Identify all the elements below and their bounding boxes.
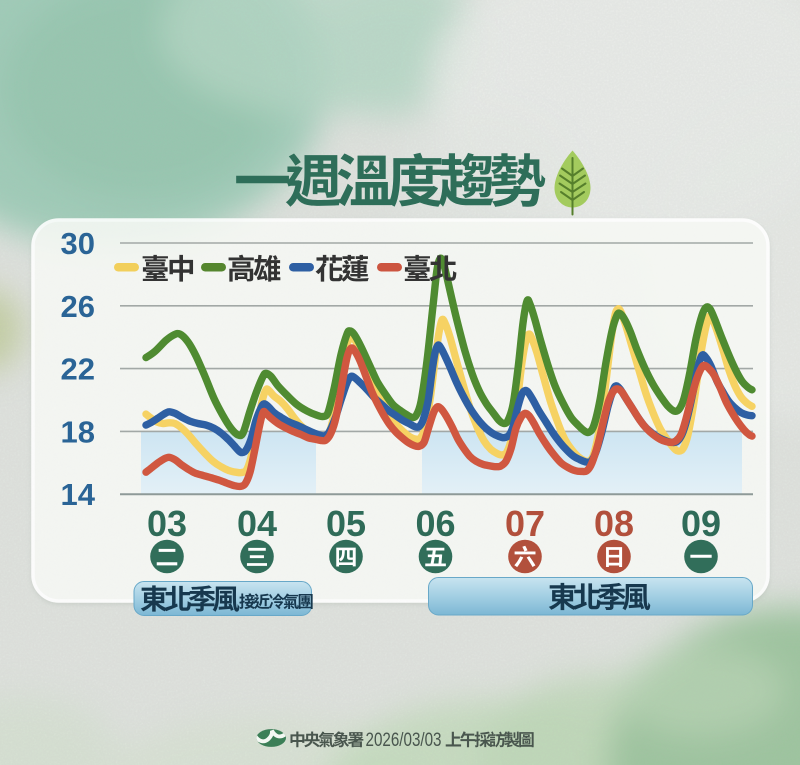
svg-text:06: 06 <box>415 503 455 544</box>
svg-text:22: 22 <box>61 352 95 387</box>
svg-text:30: 30 <box>61 226 95 261</box>
svg-text:09: 09 <box>681 503 721 544</box>
svg-text:08: 08 <box>594 503 634 544</box>
svg-text:07: 07 <box>505 503 545 544</box>
svg-text:18: 18 <box>61 414 95 449</box>
svg-text:04: 04 <box>237 503 277 544</box>
svg-text:03: 03 <box>147 503 187 544</box>
svg-text:05: 05 <box>326 503 366 544</box>
svg-text:14: 14 <box>61 477 96 512</box>
svg-text:2026/03/03: 2026/03/03 <box>366 730 442 751</box>
svg-text:26: 26 <box>61 289 95 324</box>
